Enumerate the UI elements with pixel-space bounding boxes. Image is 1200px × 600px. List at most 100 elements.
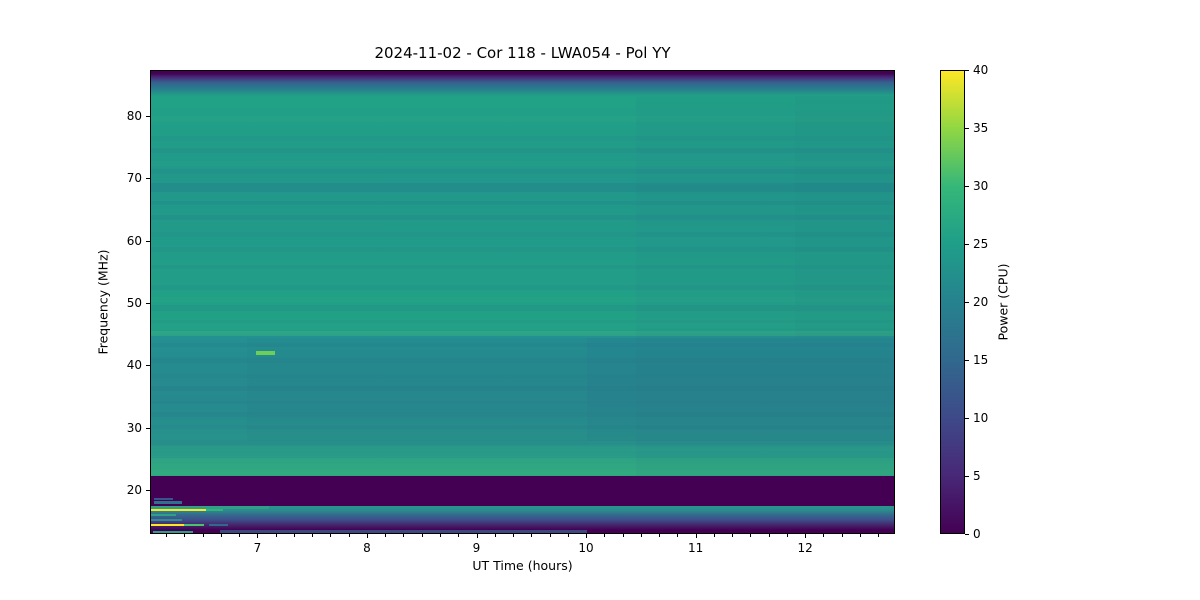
x-tick-label: 11 — [687, 541, 704, 555]
colorbar-tick-label: 30 — [973, 179, 989, 193]
x-major-tick — [366, 534, 368, 538]
colorbar-layer: Power (CPU) 0 5 10 15 20 25 30 35 40 — [940, 63, 1011, 541]
x-minor-tick — [293, 534, 295, 537]
frequency-stripe — [151, 412, 894, 417]
x-minor-tick — [768, 534, 770, 537]
rfi-segment-13mhz — [153, 531, 193, 533]
x-minor-tick — [549, 534, 551, 537]
x-minor-tick — [677, 534, 679, 537]
ionospheric-cutoff-gradient — [151, 506, 894, 533]
high-band-cutoff-gradient — [151, 71, 894, 96]
x-minor-tick — [312, 534, 314, 537]
x-minor-tick — [166, 534, 168, 537]
colorbar-tick-label: 20 — [973, 295, 989, 309]
rfi-line-tail-14mhz — [183, 523, 204, 526]
x-minor-tick — [531, 534, 533, 537]
x-minor-tick — [640, 534, 642, 537]
x-minor-tick — [239, 534, 241, 537]
x-minor-tick — [841, 534, 843, 537]
frequency-stripe — [151, 214, 894, 221]
x-major-tick — [476, 534, 478, 538]
rfi-line-yellow-14mhz — [151, 523, 184, 526]
frequency-stripe — [151, 440, 894, 445]
frequency-stripe — [151, 358, 894, 364]
frequency-stripe — [151, 425, 894, 430]
x-tick-label: 9 — [472, 541, 481, 555]
plot-area — [150, 70, 895, 534]
x-minor-tick — [859, 534, 861, 537]
radio-burst — [256, 351, 275, 355]
x-minor-tick — [604, 534, 606, 537]
right-side-dimming — [795, 71, 894, 339]
x-minor-tick — [878, 534, 880, 537]
blanked-band-dash — [154, 501, 182, 504]
x-minor-tick — [622, 534, 624, 537]
x-tick-label: 12 — [797, 541, 813, 555]
frequency-stripe — [151, 385, 894, 391]
x-minor-tick — [440, 534, 441, 537]
colorbar-tick — [965, 418, 969, 419]
x-minor-tick — [786, 534, 788, 537]
colorbar-tick — [965, 360, 969, 361]
x-minor-tick — [385, 534, 387, 537]
right-side-dimming — [587, 338, 894, 441]
frequency-stripe — [151, 297, 894, 303]
right-side-dimming — [247, 338, 894, 441]
colorbar-tick-label: 5 — [973, 469, 981, 483]
x-minor-tick — [421, 534, 423, 537]
y-tick-label: 30 — [126, 420, 142, 435]
frequency-stripe — [151, 264, 894, 270]
y-tick-label: 50 — [126, 295, 142, 310]
chart-title: 2024-11-02 - Cor 118 - LWA054 - Pol YY — [374, 44, 671, 62]
y-tick-label: 60 — [126, 233, 142, 248]
rfi-line-yellow-17mhz — [151, 509, 206, 512]
frequency-stripe — [151, 147, 894, 153]
frequency-stripe — [151, 446, 894, 451]
bright-line-45mhz — [151, 330, 894, 337]
x-minor-tick — [823, 534, 825, 537]
x-axis-label: UT Time (hours) — [472, 558, 573, 573]
bright-strip-17mhz — [151, 506, 270, 509]
colorbar-tick-label: 0 — [973, 527, 981, 541]
rfi-line-tail-17mhz — [205, 509, 224, 512]
colorbar-tick — [965, 70, 969, 71]
colorbar-tick — [965, 534, 969, 535]
x-minor-tick — [220, 534, 222, 537]
x-tick-label: 7 — [253, 541, 262, 555]
frequency-stripe — [151, 200, 894, 205]
colorbar — [940, 70, 965, 534]
frequency-stripe — [151, 246, 894, 252]
colorbar-tick — [965, 476, 969, 477]
frequency-stripe — [151, 135, 894, 141]
y-tick-label: 40 — [126, 358, 142, 373]
frequency-stripe — [151, 373, 894, 379]
y-tick-label: 70 — [126, 171, 142, 186]
rfi-segment-15mhz — [151, 518, 182, 522]
colorbar-tick — [965, 302, 969, 303]
x-minor-tick — [275, 534, 277, 537]
x-major-tick — [586, 534, 587, 538]
x-tick-label: 8 — [363, 541, 371, 555]
x-minor-tick — [494, 534, 496, 537]
faint-band-13mhz — [220, 530, 587, 533]
frequency-stripe — [151, 115, 894, 122]
frequency-stripe — [151, 319, 894, 324]
x-major-tick — [257, 534, 259, 538]
frequency-stripe — [151, 342, 894, 347]
bright-band-23mhz — [151, 457, 894, 476]
colorbar-tick — [965, 128, 969, 129]
x-minor-tick — [330, 534, 332, 537]
frequency-stripe — [151, 400, 894, 405]
x-minor-tick — [403, 534, 405, 537]
x-minor-tick — [659, 534, 661, 537]
colorbar-tick — [965, 186, 969, 187]
colorbar-tick-label: 25 — [973, 237, 989, 251]
colorbar-tick-label: 10 — [973, 411, 989, 425]
frequency-stripe — [151, 284, 894, 290]
blanked-band-dash — [154, 498, 173, 501]
rfi-segment-14mhz — [209, 524, 228, 526]
colorbar-label: Power (CPU) — [995, 263, 1011, 341]
x-tick-label: 10 — [578, 541, 594, 555]
y-axis-label: Frequency (MHz) — [95, 249, 111, 355]
